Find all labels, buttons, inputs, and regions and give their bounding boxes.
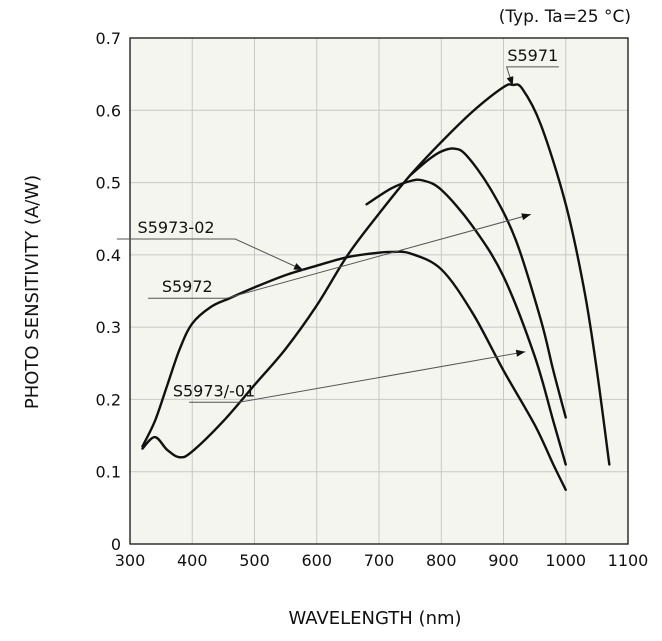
annotation-arrowhead: [293, 263, 304, 270]
x-tick-label: 1000: [545, 551, 586, 570]
annotation-label: S5973-02: [138, 218, 215, 237]
annotation-leader: [189, 351, 526, 403]
x-tick-label: 1100: [608, 551, 649, 570]
annotation-label: S5973/-01: [173, 381, 255, 400]
x-tick-label: 400: [177, 551, 208, 570]
annotation-leader: [148, 213, 532, 299]
y-tick-label: 0.1: [96, 463, 121, 482]
axes-layer: 300 400 500 600 700 800 900 1000 1100 0 0.1 0.2 0.3 0…: [96, 29, 649, 570]
y-tick-label: 0.6: [96, 101, 121, 120]
plot-frame: [129, 37, 629, 545]
series-line-s5973-02: [141, 250, 567, 491]
x-tick-label: 800: [426, 551, 457, 570]
annotation-label: S5972: [162, 277, 213, 296]
x-tick-label: 900: [488, 551, 519, 570]
annotation-arrowhead: [515, 349, 526, 357]
annotation-layer: S5971 S5973-02 S5972 S5973/-01: [116, 46, 559, 403]
x-tick-label: 600: [301, 551, 332, 570]
annotation-label: S5971: [507, 46, 558, 65]
y-tick-label: 0.3: [96, 318, 121, 337]
y-tick-label: 0.4: [96, 246, 121, 265]
y-tick-label: 0.5: [96, 174, 121, 193]
series-layer: [141, 83, 611, 491]
x-tick-label: 700: [364, 551, 395, 570]
series-line-s5971: [141, 83, 611, 466]
y-tick-label: 0.7: [96, 29, 121, 48]
annotation-arrowhead: [521, 213, 531, 221]
x-tick-label: 300: [115, 551, 146, 570]
series-line-s5972: [408, 147, 567, 419]
annotation-leader: [116, 238, 304, 271]
x-axis-label: WAVELENGTH (nm): [288, 608, 461, 629]
condition-note: (Typ. Ta=25 °C): [499, 7, 631, 27]
y-tick-label: 0.2: [96, 390, 121, 409]
x-tick-label: 500: [239, 551, 270, 570]
y-tick-label: 0: [111, 535, 121, 554]
annotation-arrowhead: [506, 76, 514, 86]
y-axis-label: PHOTO SENSITIVITY (A/W): [22, 175, 43, 409]
series-line-s5973-01: [365, 178, 567, 466]
